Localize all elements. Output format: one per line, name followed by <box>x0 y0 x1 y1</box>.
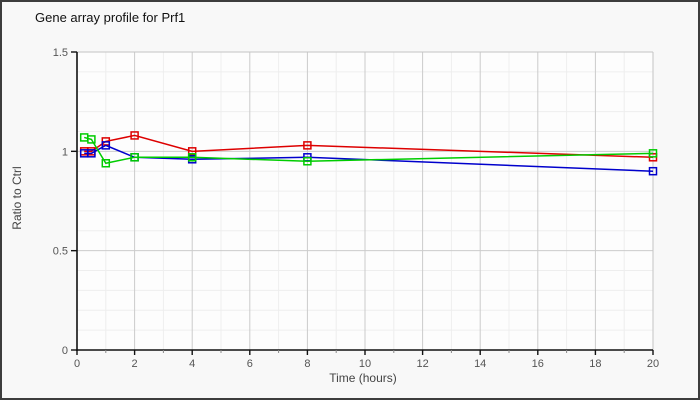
x-tick-label: 12 <box>416 358 428 370</box>
y-tick-label: 1.5 <box>53 47 68 59</box>
x-tick-label: 6 <box>247 358 253 370</box>
y-tick-label: 1 <box>62 146 68 158</box>
green-series-marker <box>187 153 197 162</box>
red-series-marker <box>303 141 312 150</box>
x-tick-label: 16 <box>532 358 544 370</box>
blue-series-marker <box>101 141 111 150</box>
green-series-marker <box>87 135 96 144</box>
x-tick-label: 8 <box>304 358 310 370</box>
y-tick-label: 0.5 <box>53 246 68 258</box>
red-series-marker <box>187 147 197 156</box>
x-tick-label: 10 <box>359 358 371 370</box>
chart-title: Gene array profile for Prf1 <box>35 10 186 25</box>
green-series-marker <box>648 149 658 158</box>
y-axis-title: Ratio to Ctrl <box>10 166 24 230</box>
x-tick-label: 18 <box>589 358 601 370</box>
green-series-marker <box>101 159 111 168</box>
green-series-line <box>84 136 654 165</box>
blue-series-marker <box>87 149 96 158</box>
x-tick-label: 14 <box>474 358 486 370</box>
x-tick-label: 4 <box>189 358 195 370</box>
x-axis-title: Time (hours) <box>329 371 397 385</box>
blue-series-marker <box>648 166 658 176</box>
y-tick-label: 0 <box>62 345 68 357</box>
x-tick-label: 0 <box>74 358 80 370</box>
green-series-marker <box>303 157 312 166</box>
x-tick-label: 20 <box>647 358 659 370</box>
red-series-line <box>84 134 654 159</box>
green-series-marker <box>130 153 139 162</box>
red-series-marker <box>130 131 139 140</box>
x-tick-label: 2 <box>132 358 138 370</box>
green-series <box>79 133 658 168</box>
